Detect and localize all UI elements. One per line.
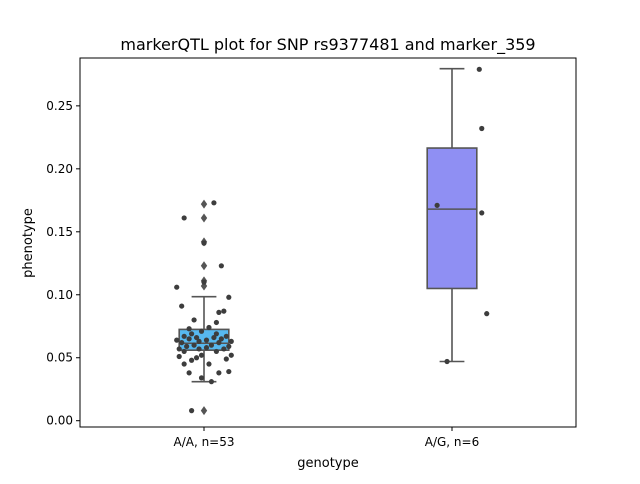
data-point: [196, 338, 202, 344]
data-point: [189, 331, 195, 337]
data-point: [228, 338, 234, 344]
data-point: [181, 348, 187, 355]
data-point: [176, 353, 182, 360]
data-point: [228, 352, 234, 358]
data-point: [218, 263, 224, 269]
data-point: [444, 358, 450, 365]
data-point: [176, 346, 182, 352]
x-axis-label: genotype: [297, 456, 358, 471]
data-point: [193, 355, 200, 361]
data-point: [479, 125, 485, 132]
data-point: [174, 284, 180, 290]
data-point: [179, 303, 185, 309]
data-point: [206, 361, 212, 367]
data-point: [211, 334, 217, 341]
data-point: [223, 333, 229, 339]
data-point: [221, 346, 227, 352]
y-tick-label: 0.25: [46, 99, 73, 113]
data-point: [216, 309, 222, 315]
data-point: [203, 337, 210, 343]
data-point: [201, 279, 207, 285]
chart-title: markerQTL plot for SNP rs9377481 and mar…: [120, 35, 535, 55]
data-point: [226, 294, 232, 300]
y-tick-label: 0.05: [46, 351, 73, 365]
data-point: [208, 379, 215, 385]
data-point: [484, 311, 490, 317]
data-point: [186, 326, 192, 332]
data-point: [226, 343, 232, 349]
y-tick-label: 0.20: [46, 162, 73, 176]
data-point: [216, 370, 222, 376]
outlier-marker: [200, 199, 208, 209]
box-group: [426, 66, 490, 365]
data-point: [198, 352, 205, 358]
data-point: [189, 408, 195, 414]
data-point: [191, 342, 197, 348]
data-point: [208, 342, 215, 348]
data-point: [196, 346, 202, 352]
data-point: [226, 368, 232, 375]
outlier-marker: [200, 406, 208, 416]
data-point: [479, 210, 485, 216]
y-axis-label: phenotype: [21, 208, 36, 278]
y-tick-label: 0.10: [46, 288, 73, 302]
x-tick-label: A/G, n=6: [425, 435, 479, 449]
data-point: [211, 200, 217, 206]
box-group: [174, 199, 234, 416]
data-point: [476, 66, 482, 72]
data-point: [186, 336, 192, 342]
data-point: [213, 319, 219, 326]
data-point: [201, 240, 207, 246]
data-point: [221, 308, 227, 314]
data-point: [213, 331, 219, 337]
outlier-marker: [200, 281, 208, 291]
data-point: [213, 348, 219, 355]
data-point: [179, 340, 185, 346]
outlier-marker: [200, 261, 208, 271]
y-tick-label: 0.15: [46, 225, 73, 239]
data-point: [198, 375, 205, 381]
data-point: [184, 343, 190, 349]
data-point: [434, 202, 440, 208]
data-point: [216, 340, 222, 346]
data-point: [189, 357, 195, 363]
data-point: [223, 356, 229, 362]
box-iqr: [426, 147, 478, 290]
x-tick-label: A/A, n=53: [173, 435, 234, 449]
data-point: [174, 337, 180, 343]
data-point: [206, 324, 212, 331]
outlier-marker: [200, 213, 208, 223]
plot-frame: [79, 57, 577, 428]
data-point: [193, 334, 200, 341]
data-point: [181, 361, 187, 367]
boxplot-groups: [174, 66, 490, 416]
x-axis: A/A, n=53 A/G, n=6: [173, 427, 479, 449]
y-axis: 0.00 0.05 0.10 0.15 0.20 0.25: [46, 99, 80, 428]
data-point: [191, 317, 197, 323]
data-point: [198, 328, 205, 334]
data-point: [181, 215, 187, 221]
data-point: [186, 370, 192, 376]
data-point: [203, 345, 210, 351]
data-point: [181, 333, 187, 339]
data-point: [218, 336, 224, 342]
y-tick-label: 0.00: [46, 414, 73, 428]
